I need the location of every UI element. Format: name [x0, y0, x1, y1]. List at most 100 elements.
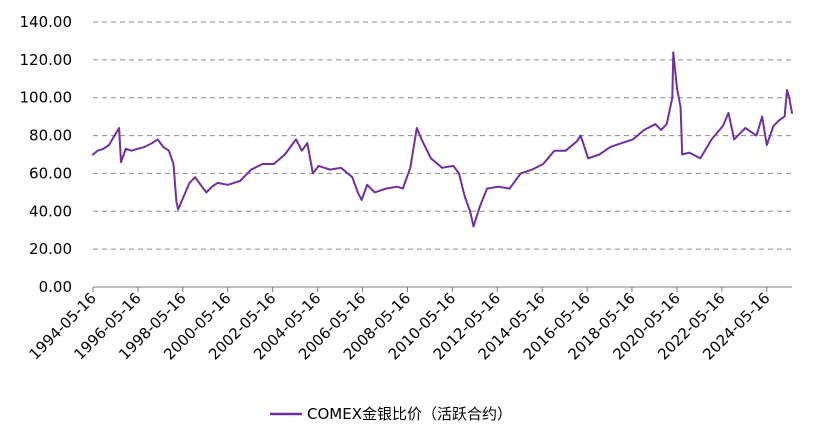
data-point — [564, 149, 567, 152]
data-point — [289, 146, 292, 148]
y-tick-label: 0.00 — [39, 278, 72, 296]
data-point — [357, 191, 359, 194]
data-point — [654, 123, 657, 125]
data-point — [478, 206, 481, 209]
data-point — [216, 182, 219, 184]
data-point — [710, 138, 713, 141]
data-point — [727, 112, 730, 114]
data-point — [660, 129, 662, 131]
data-point — [137, 148, 139, 150]
data-point — [96, 149, 99, 152]
data-point — [676, 87, 678, 90]
data-point — [722, 125, 724, 127]
data-point — [469, 210, 471, 213]
data-point — [679, 106, 682, 108]
data-point — [671, 96, 674, 99]
data-point — [420, 138, 423, 141]
data-point — [786, 89, 788, 91]
y-tick-label: 20.00 — [29, 240, 72, 258]
data-point — [227, 184, 229, 186]
data-point — [168, 149, 170, 152]
data-point — [733, 138, 735, 141]
data-point — [92, 153, 94, 156]
data-point — [360, 199, 363, 201]
data-point — [284, 153, 286, 156]
legend-label: COMEX金银比价（活跃合约） — [307, 405, 512, 423]
y-tick-label: 120.00 — [20, 51, 73, 69]
data-point — [791, 112, 793, 114]
data-point — [609, 146, 612, 148]
data-point — [665, 123, 668, 125]
data-point — [306, 142, 309, 144]
data-point — [151, 142, 153, 144]
data-point — [497, 185, 500, 188]
data-point — [542, 163, 544, 165]
data-point — [125, 148, 127, 150]
data-point — [531, 168, 533, 171]
data-point — [162, 146, 164, 148]
data-point — [340, 167, 342, 169]
data-point — [744, 127, 747, 129]
data-point — [576, 140, 578, 143]
data-point — [681, 153, 683, 156]
data-point — [416, 127, 418, 129]
data-point — [385, 187, 387, 190]
data-point — [156, 138, 159, 141]
data-point — [250, 168, 252, 171]
data-point — [301, 149, 303, 152]
data-point — [430, 157, 432, 160]
data-point — [441, 167, 443, 169]
data-point — [755, 134, 758, 137]
data-point — [788, 96, 790, 99]
data-point — [783, 115, 786, 118]
data-point — [778, 119, 780, 122]
data-point — [366, 184, 369, 186]
data-point — [396, 185, 399, 188]
data-point — [205, 191, 208, 194]
data-point — [699, 157, 702, 160]
data-point — [766, 144, 768, 146]
y-tick-label: 40.00 — [29, 202, 72, 220]
data-point — [643, 129, 645, 131]
data-point — [175, 201, 178, 203]
data-point — [402, 187, 404, 190]
data-point — [261, 163, 264, 165]
data-point — [108, 144, 110, 146]
data-point — [621, 142, 623, 144]
y-tick-label: 140.00 — [20, 13, 73, 31]
data-point — [312, 172, 314, 175]
plot-area — [92, 51, 793, 228]
data-point — [317, 165, 320, 167]
data-point — [553, 149, 556, 152]
data-point — [329, 168, 331, 171]
data-point — [211, 185, 213, 188]
data-point — [688, 151, 690, 154]
data-point — [351, 176, 354, 178]
data-point — [118, 127, 120, 129]
data-point — [587, 157, 589, 160]
data-point — [598, 153, 601, 156]
y-tick-label: 100.00 — [20, 89, 73, 107]
data-point — [183, 195, 185, 197]
data-point — [772, 125, 775, 127]
data-point — [373, 191, 376, 194]
data-point — [272, 163, 275, 165]
data-point — [199, 184, 202, 186]
data-point — [519, 172, 522, 175]
data-point — [172, 163, 175, 165]
data-point — [579, 134, 582, 137]
data-point — [452, 165, 455, 167]
data-point — [761, 115, 763, 118]
data-point — [102, 148, 105, 150]
y-tick-label: 60.00 — [29, 164, 72, 182]
data-point — [672, 51, 675, 54]
data-point — [194, 176, 196, 178]
data-point — [632, 138, 634, 141]
data-point — [295, 138, 297, 141]
data-point — [188, 182, 191, 184]
data-point — [486, 187, 488, 190]
data-point — [463, 195, 466, 197]
data-point — [120, 161, 122, 163]
data-point — [508, 187, 511, 190]
data-point — [239, 180, 241, 182]
